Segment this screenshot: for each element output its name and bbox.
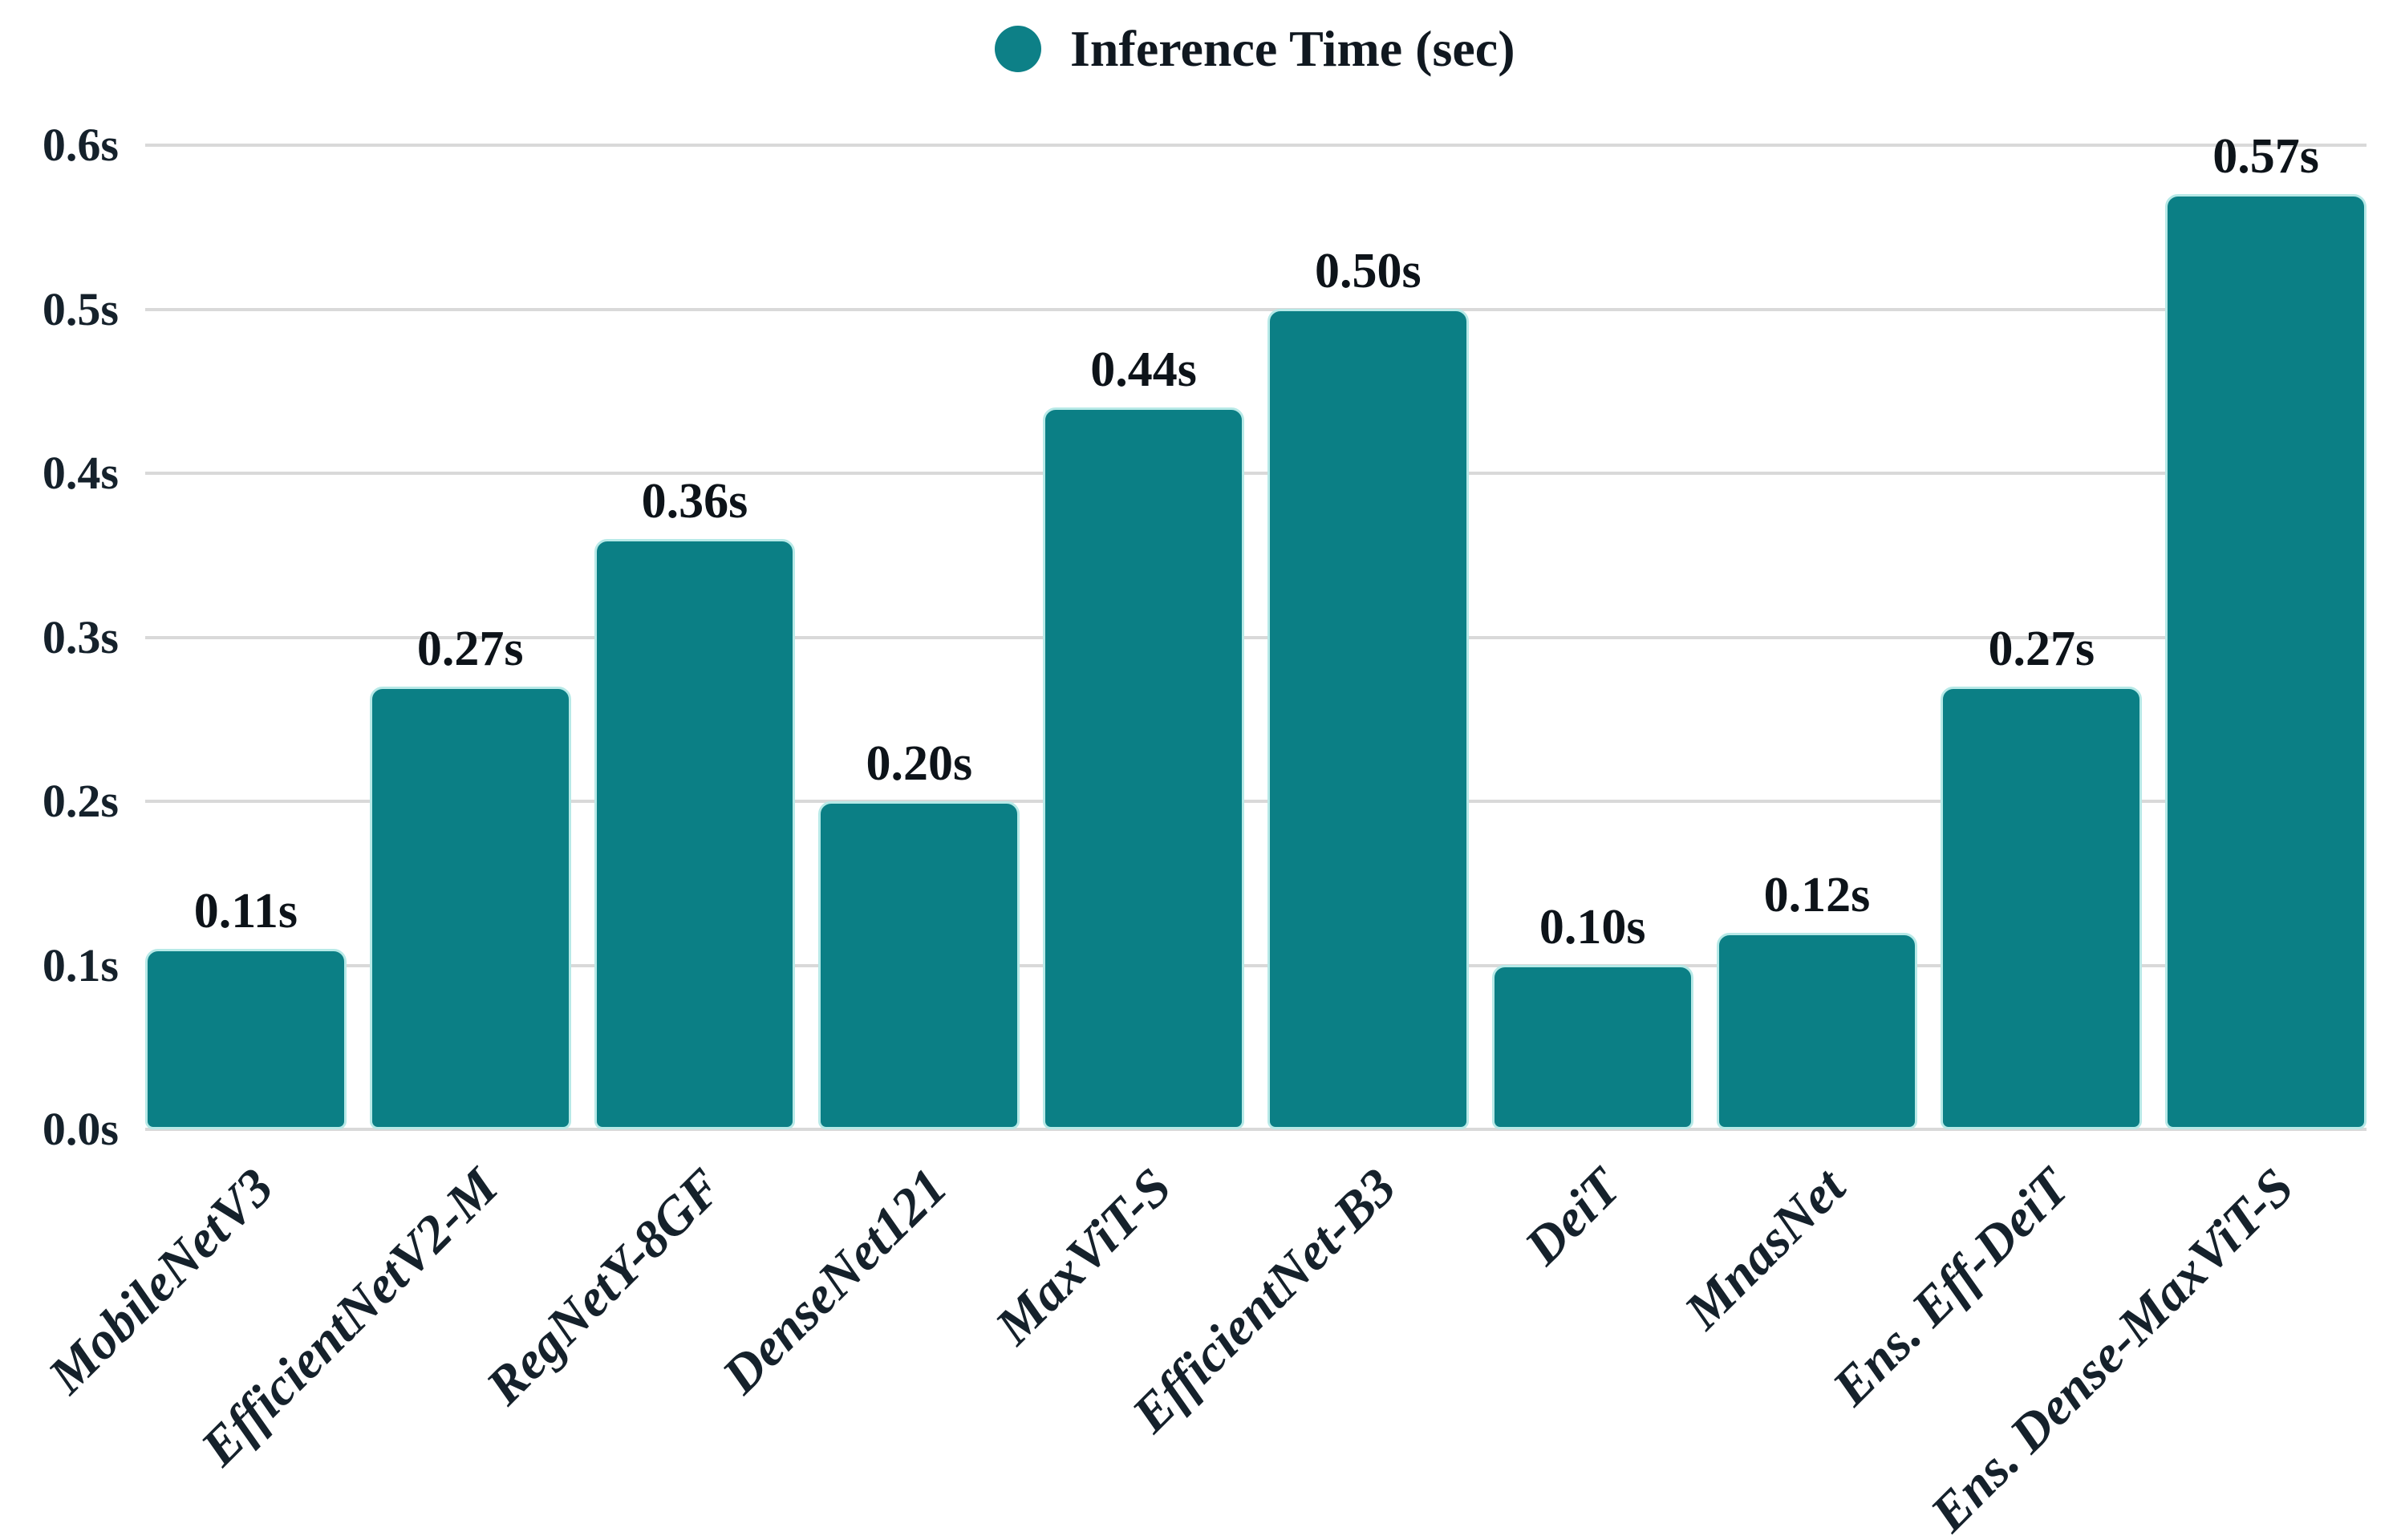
x-axis-label-Ens. Eff-DeiT: Ens. Eff-DeiT (1821, 1157, 2081, 1417)
bar-DenseNet121 (818, 801, 1020, 1129)
bar-value-label: 0.12s (1763, 868, 1871, 922)
bar-slot: 0.10s (1491, 145, 1693, 1129)
bar-value-label: 0.11s (193, 884, 298, 938)
y-tick-label: 0.5s (42, 282, 119, 335)
y-gridline (145, 307, 2367, 311)
bar-slot: 0.27s (1941, 145, 2143, 1129)
bar-value-label: 0.57s (2212, 129, 2319, 184)
bar-slot: 0.20s (818, 145, 1020, 1129)
bar-slot: 0.27s (369, 145, 571, 1129)
bar-MobileNetV3 (145, 949, 347, 1129)
bar-slot: 0.11s (145, 145, 347, 1129)
legend-circle-icon (995, 26, 1041, 72)
bar-Ens. Eff-DeiT (1941, 687, 2143, 1129)
bar-value-label: 0.27s (416, 622, 524, 676)
y-gridline (145, 1128, 2367, 1131)
bar-value-label: 0.20s (866, 736, 973, 791)
bar-RegNetY-8GF (594, 539, 796, 1129)
y-gridline (145, 963, 2367, 967)
bar-EfficientNet-B3 (1267, 309, 1469, 1129)
x-axis-label-DeiT: DeiT (1513, 1157, 1632, 1276)
bar-value-label: 0.36s (641, 474, 748, 529)
bar-slot: 0.50s (1267, 145, 1469, 1129)
bar-value-label: 0.50s (1315, 244, 1422, 298)
y-gridline (145, 472, 2367, 475)
bar-DeiT (1491, 965, 1693, 1129)
y-tick-label: 0.6s (42, 119, 119, 171)
bar-value-label: 0.27s (1988, 622, 2095, 676)
legend: Inference Time (sec) (995, 19, 1515, 79)
x-axis-label-MobileNetV3: MobileNetV3 (37, 1157, 286, 1405)
x-axis-label-DenseNet121: DenseNet121 (711, 1157, 959, 1405)
bar-slot: 0.12s (1716, 145, 1918, 1129)
x-axis-label-MnasNet: MnasNet (1673, 1157, 1856, 1341)
legend-label: Inference Time (sec) (1070, 20, 1515, 77)
bar-MnasNet (1716, 933, 1918, 1129)
y-tick-label: 0.2s (42, 775, 119, 827)
x-axis-label-MaxViT-S: MaxViT-S (984, 1157, 1183, 1356)
bar-slot: 0.57s (2165, 132, 2367, 1129)
y-tick-label: 0.0s (42, 1103, 119, 1155)
bar-Ens. Dense-MaxViT-S (2165, 194, 2367, 1129)
y-tick-label: 0.4s (42, 447, 119, 499)
y-tick-label: 0.1s (42, 938, 119, 991)
y-gridline (145, 144, 2367, 147)
bar-value-label: 0.10s (1539, 900, 1646, 954)
y-tick-label: 0.3s (42, 610, 119, 663)
bar-value-label: 0.44s (1090, 342, 1197, 397)
bar-MaxViT-S (1043, 407, 1244, 1129)
y-gridline (145, 800, 2367, 803)
bar-EfficientNetV2-M (369, 687, 571, 1129)
bar-slot: 0.36s (594, 145, 796, 1129)
bar-slot: 0.44s (1043, 145, 1244, 1129)
x-axis-label-RegNetY-8GF: RegNetY-8GF (475, 1157, 734, 1416)
plot-area: 0.11s 0.27s 0.36s 0.20s 0.44s 0.50s 0.10s 0.12s… (145, 132, 2367, 1129)
y-gridline (145, 635, 2367, 639)
